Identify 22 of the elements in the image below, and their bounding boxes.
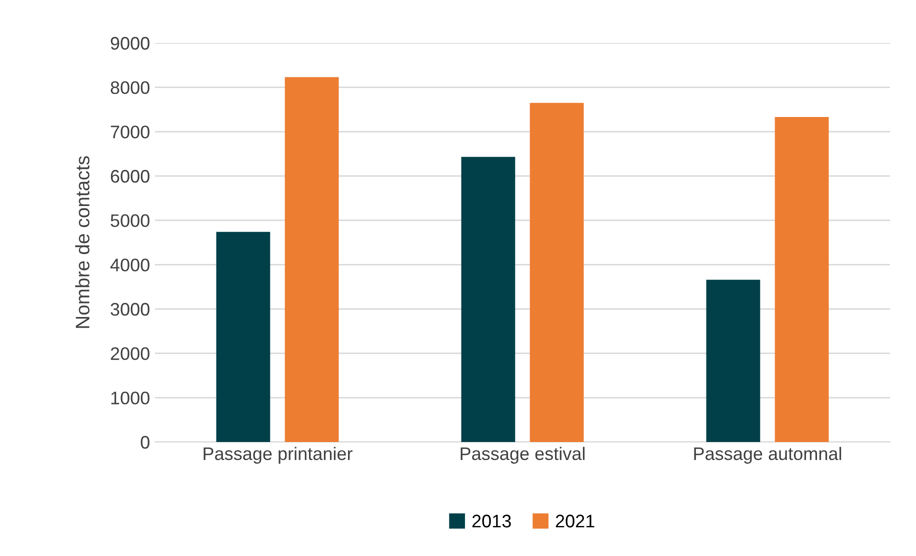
x-tick-label: Passage estival	[460, 446, 585, 464]
bar	[706, 280, 760, 442]
y-tick-label: 4000	[110, 258, 150, 272]
legend-label: 2013	[472, 514, 511, 528]
y-tick-label: 8000	[110, 81, 150, 94]
bar	[461, 156, 516, 442]
y-tick-label: 2000	[110, 347, 150, 360]
y-tick-label: 3000	[110, 302, 150, 316]
y-tick-label: 5000	[110, 214, 150, 228]
bar	[530, 102, 584, 442]
bar	[216, 232, 270, 442]
bar	[284, 77, 339, 442]
y-tick-label: 0	[140, 436, 150, 449]
y-tick-label: 1000	[111, 392, 150, 404]
bar	[774, 117, 829, 442]
legend-label: 2021	[556, 514, 594, 528]
y-tick-label: 9000	[110, 36, 150, 50]
y-axis-title: Nombre de contacts	[75, 156, 90, 328]
y-tick-label: 7000	[110, 126, 150, 138]
x-tick-label: Passage printanier	[204, 446, 352, 464]
y-tick-label: 6000	[110, 170, 150, 183]
x-tick-label: Passage automnal	[694, 446, 842, 464]
